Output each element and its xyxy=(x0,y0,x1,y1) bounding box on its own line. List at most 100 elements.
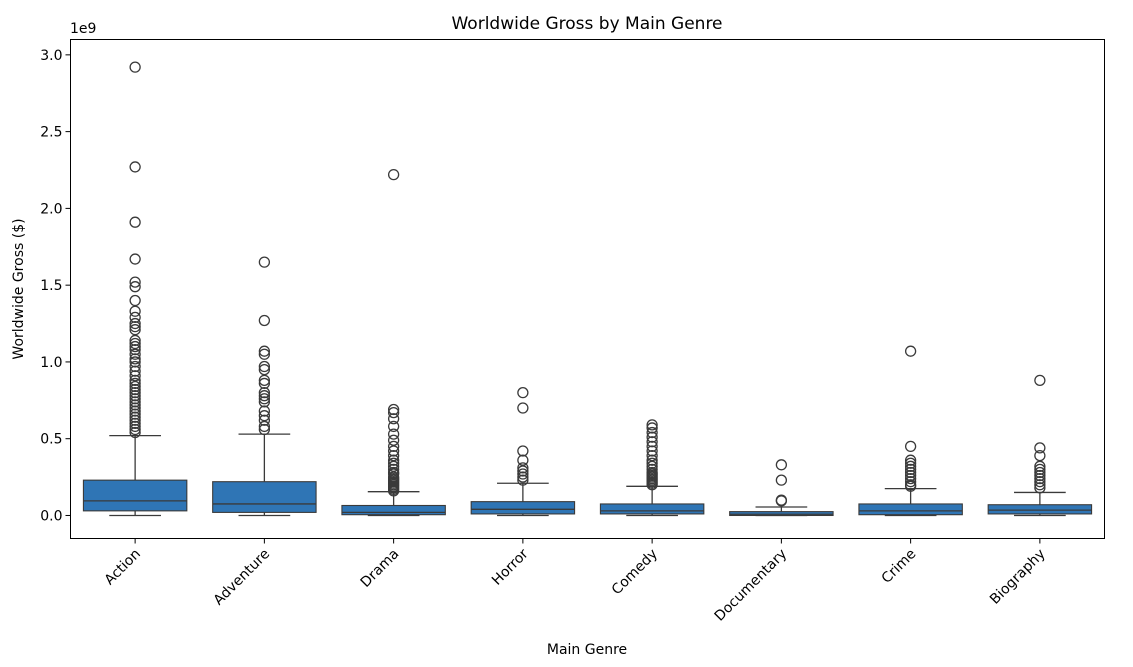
outlier-point xyxy=(387,168,400,181)
outlier-point xyxy=(258,420,271,433)
outlier-point xyxy=(129,281,141,293)
outlier-point xyxy=(646,419,658,431)
outlier-point xyxy=(258,423,271,436)
outlier-point xyxy=(129,337,141,350)
outlier-point xyxy=(129,360,141,373)
outlier-point xyxy=(129,317,141,330)
outlier-point xyxy=(517,474,529,486)
outlier-point xyxy=(517,402,529,414)
outlier-point xyxy=(517,462,529,474)
outlier-point xyxy=(1034,482,1046,494)
outlier-point xyxy=(387,434,400,446)
outlier-point xyxy=(258,360,271,373)
outlier-point xyxy=(1034,472,1046,485)
outlier-point xyxy=(129,399,141,411)
box-group xyxy=(212,256,317,517)
outlier-point xyxy=(258,348,271,360)
y-tick-label: 2.5 xyxy=(40,125,62,141)
outlier-point xyxy=(904,457,917,469)
outlier-point xyxy=(129,420,141,433)
outlier-point xyxy=(1034,469,1046,482)
outlier-point xyxy=(129,417,141,429)
outlier-point xyxy=(387,406,400,419)
x-tick-label: Documentary xyxy=(712,546,791,625)
outlier-point xyxy=(646,436,658,448)
x-tick-label: Adventure xyxy=(211,546,274,609)
x-tick-label: Crime xyxy=(879,546,920,587)
x-tick-label: Biography xyxy=(987,546,1049,608)
outlier-point xyxy=(258,345,271,357)
outlier-point xyxy=(129,276,141,288)
outlier-point xyxy=(258,405,271,417)
outlier-point xyxy=(129,414,141,426)
outlier-point xyxy=(646,463,658,476)
outlier-point xyxy=(646,454,658,466)
outlier-point xyxy=(258,390,271,402)
outlier-point xyxy=(517,386,529,399)
iqr-box xyxy=(858,503,963,516)
box-series xyxy=(82,61,1093,517)
outlier-point xyxy=(129,294,141,307)
outlier-point xyxy=(129,402,141,414)
outlier-point xyxy=(129,393,141,405)
outlier-point xyxy=(258,393,271,405)
outlier-point xyxy=(387,428,400,440)
box-group xyxy=(341,168,446,517)
outlier-point xyxy=(129,356,141,368)
outlier-point xyxy=(258,314,271,327)
y-tick-label: 1.0 xyxy=(40,355,62,371)
x-axis-ticks: Action Adventure Drama Horror Comedy Document… xyxy=(102,538,1049,625)
outlier-point xyxy=(904,476,917,488)
outlier-point xyxy=(129,334,141,347)
iqr-box xyxy=(212,481,317,513)
outlier-point xyxy=(129,380,141,393)
outlier-point xyxy=(646,431,658,443)
outlier-point xyxy=(904,469,917,482)
outlier-point xyxy=(1034,479,1046,491)
outlier-point xyxy=(129,383,141,396)
outlier-point xyxy=(1034,374,1046,387)
outlier-point xyxy=(129,320,141,333)
outlier-point xyxy=(904,480,917,492)
iqr-box xyxy=(341,504,446,516)
outlier-point xyxy=(129,365,141,377)
outlier-point xyxy=(129,348,141,360)
x-tick-label: Drama xyxy=(358,546,403,591)
box-group xyxy=(82,61,188,517)
outlier-point xyxy=(129,353,141,365)
outlier-point xyxy=(129,423,141,436)
outlier-point xyxy=(258,363,271,376)
outlier-point xyxy=(258,396,271,408)
iqr-box xyxy=(599,503,705,515)
outlier-point xyxy=(129,324,141,336)
outlier-point xyxy=(904,466,917,479)
outlier-point xyxy=(904,454,917,466)
y-axis-offset-label: 1e9 xyxy=(70,21,96,37)
outlier-point xyxy=(775,474,788,486)
outlier-point xyxy=(129,343,141,356)
outlier-point xyxy=(646,460,658,472)
outlier-point xyxy=(129,305,141,317)
outlier-point xyxy=(387,440,400,453)
outlier-point xyxy=(129,374,141,387)
x-tick-label: Horror xyxy=(489,546,532,589)
outlier-point xyxy=(129,411,141,423)
x-tick-label: Action xyxy=(102,546,144,588)
outlier-point xyxy=(129,61,141,73)
box-group xyxy=(729,459,834,517)
outlier-point xyxy=(387,420,400,433)
y-tick-label: 0.0 xyxy=(40,508,62,524)
box-group xyxy=(599,419,705,517)
outlier-point xyxy=(129,405,141,417)
y-tick-label: 1.5 xyxy=(40,278,62,294)
outlier-point xyxy=(387,403,400,416)
outlier-point xyxy=(775,459,788,471)
outlier-point xyxy=(646,445,658,457)
outlier-point xyxy=(387,468,400,480)
x-axis-label: Main Genre xyxy=(547,642,627,658)
outlier-point xyxy=(387,485,400,497)
outlier-point xyxy=(904,345,917,357)
outlier-point xyxy=(646,457,658,469)
iqr-box xyxy=(470,501,576,515)
